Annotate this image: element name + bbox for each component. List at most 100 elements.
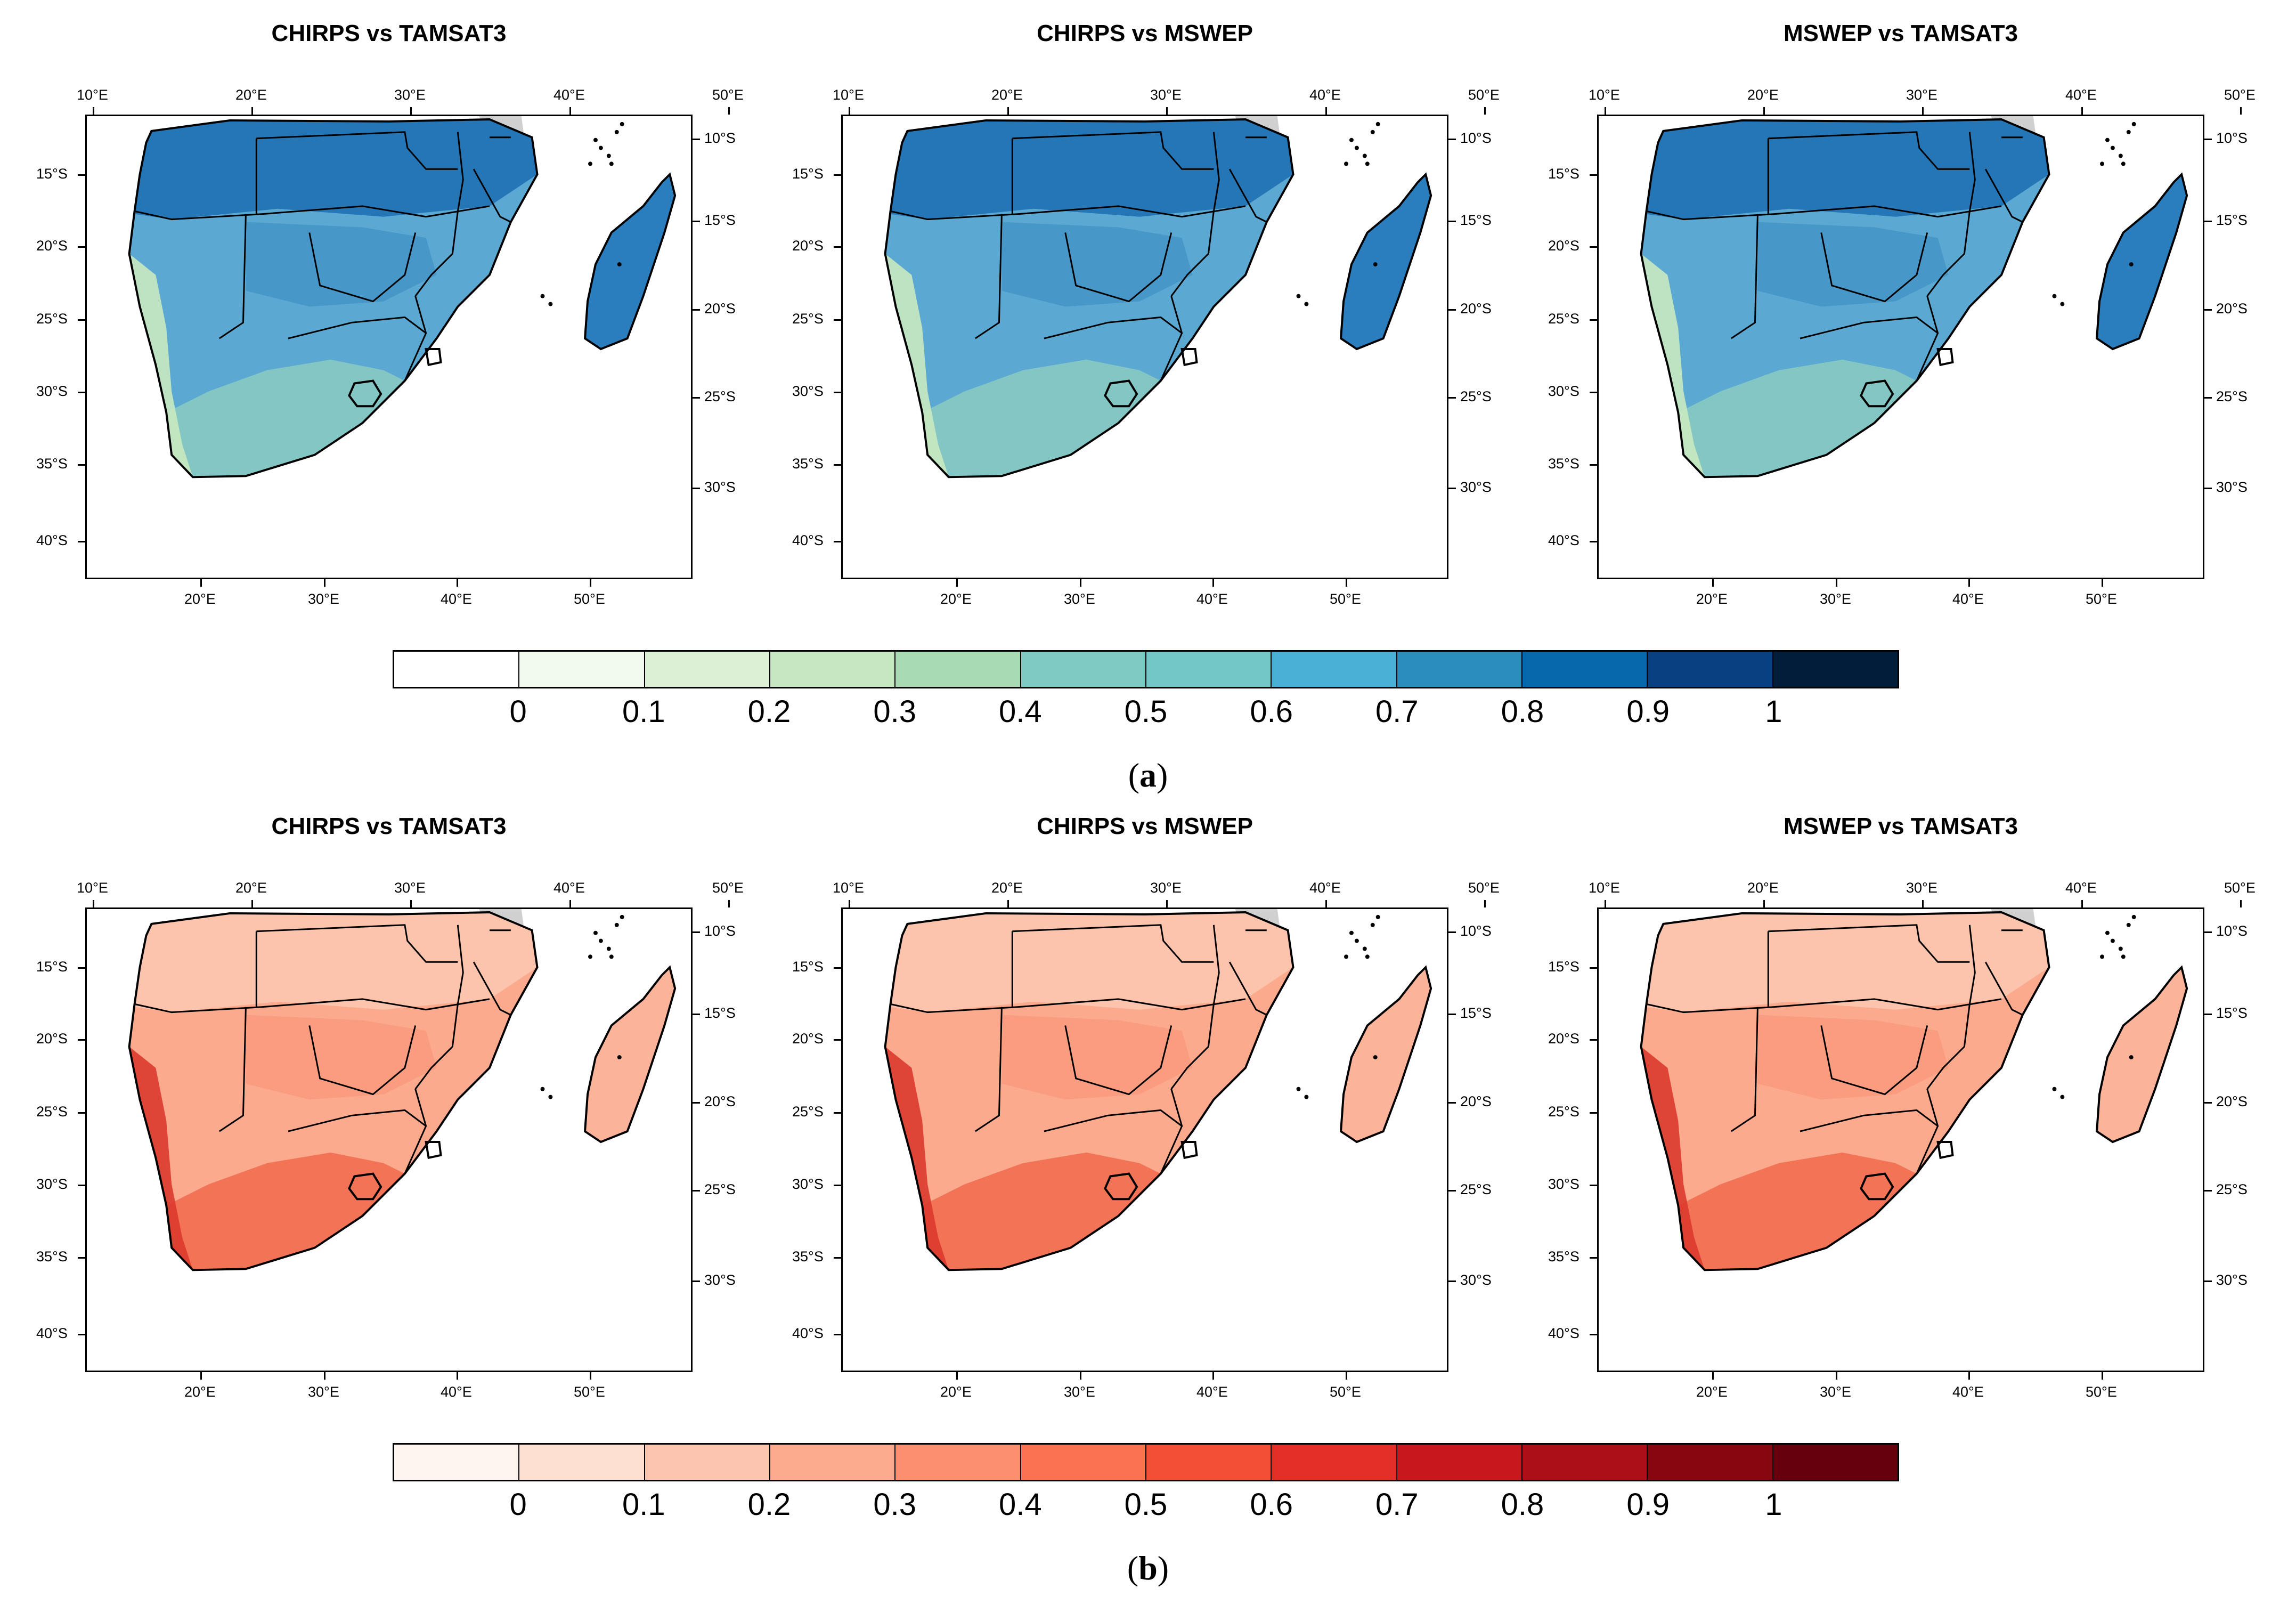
tick-mark [2204,1102,2212,1104]
left-latitude-label: 40°S [792,1325,824,1341]
map-canvas [128,116,677,479]
panel-label-letter: b [1138,1549,1158,1587]
tick-mark [1448,221,1456,222]
island-marker [1296,1087,1301,1091]
island-marker [2126,129,2131,134]
tick-mark [693,397,700,399]
left-latitude-label: 30°S [1548,383,1579,399]
island-marker [1373,262,1378,267]
colorbar-swatch [1272,652,1397,687]
right-latitude-label: 20°S [2216,301,2248,317]
map-frame [841,115,1448,579]
island-marker [620,914,624,919]
tick-mark [1590,1185,1597,1186]
top-longitude-label: 50°E [1468,87,1500,103]
colorbar-swatch [1397,1445,1522,1480]
tick-mark [834,1039,841,1041]
bottom-longitude-label: 50°E [1330,1384,1361,1400]
tick-mark [1448,1280,1456,1282]
country-border [1800,316,1939,339]
tick-mark [834,541,841,542]
bottom-longitude-label: 20°E [1696,591,1728,607]
map-frame [841,907,1448,1372]
tick-mark [93,107,94,115]
map-frame [85,115,693,579]
left-latitude-label: 25°S [1548,311,1579,327]
tick-mark [410,900,412,907]
top-longitude-label: 10°E [833,87,864,103]
left-latitude-label: 35°S [1548,456,1579,472]
map-frame [1597,907,2204,1372]
island-marker [2126,922,2131,927]
island-marker [2129,1055,2134,1060]
tick-mark [1968,1372,1970,1380]
island-marker [620,121,624,126]
colorbar-swatch [1021,652,1146,687]
eswatini-border [1180,1140,1198,1160]
tick-mark [2204,1190,2212,1192]
tick-mark [324,579,325,587]
interior-region-shading [1002,1015,1193,1100]
colorbar-swatch [645,1445,770,1480]
left-latitude-label: 30°S [792,383,824,399]
island-marker [1370,922,1375,927]
bottom-longitude-label: 30°E [1064,1384,1095,1400]
tick-mark [457,579,458,587]
tick-mark [1448,397,1456,399]
tick-mark [1922,900,1924,907]
tick-mark [200,579,202,587]
tick-mark [1590,464,1597,466]
colorbar-swatch [394,1445,520,1480]
top-longitude-label: 20°E [991,87,1023,103]
lesotho-border [1104,1172,1138,1201]
right-latitude-label: 30°S [704,479,736,495]
tick-mark [1590,246,1597,248]
tick-mark [2204,397,2212,399]
island-marker [2060,1095,2065,1099]
colorbar-tick-label: 0.8 [1501,694,1544,729]
bottom-longitude-label: 30°E [308,1384,339,1400]
left-latitude-label: 30°S [1548,1176,1579,1192]
right-latitude-label: 15°S [704,212,736,228]
island-marker [2060,302,2065,306]
panel-label-open: ( [1127,1549,1139,1587]
top-longitude-label: 10°E [77,87,108,103]
tick-mark [78,1185,85,1186]
eswatini-border [425,1140,442,1160]
country-border [1926,132,1976,297]
tick-mark [849,107,850,115]
country-border [1820,1025,1928,1096]
country-border [1730,1007,1758,1132]
tick-mark [1836,1372,1837,1380]
right-latitude-label: 30°S [1460,1272,1492,1288]
country-border [218,214,247,339]
coastline [884,118,1294,479]
panel-label-close: ) [1157,756,1168,794]
colorbar-tick-label: 0.9 [1626,694,1670,729]
country-border [256,131,458,170]
madagascar [2095,965,2188,1144]
island-marker [2105,137,2110,142]
tick-mark [2204,221,2212,222]
tick-mark [1325,107,1327,115]
island-marker [2052,1087,2057,1091]
left-latitude-label: 15°S [1548,166,1579,182]
tick-mark [693,1190,700,1192]
southern-region-shading [1678,1152,1917,1270]
southern-region-shading [922,359,1161,477]
top-longitude-label: 40°E [1309,880,1341,896]
colorbar-swatch [1648,652,1773,687]
tick-mark [834,967,841,969]
map-title: CHIRPS vs TAMSAT3 [271,20,507,46]
tick-mark [1968,579,1970,587]
tick-mark [834,1185,841,1186]
colorbar-tick-label: 0.8 [1501,1487,1544,1522]
bottom-longitude-label: 40°E [1196,1384,1228,1400]
tick-mark [324,1372,325,1380]
map-title: CHIRPS vs MSWEP [1037,20,1253,46]
top-longitude-label: 10°E [1589,87,1620,103]
tick-mark [1166,107,1168,115]
tick-mark [1712,579,1714,587]
tick-mark [2240,900,2242,907]
madagascar [583,965,677,1144]
